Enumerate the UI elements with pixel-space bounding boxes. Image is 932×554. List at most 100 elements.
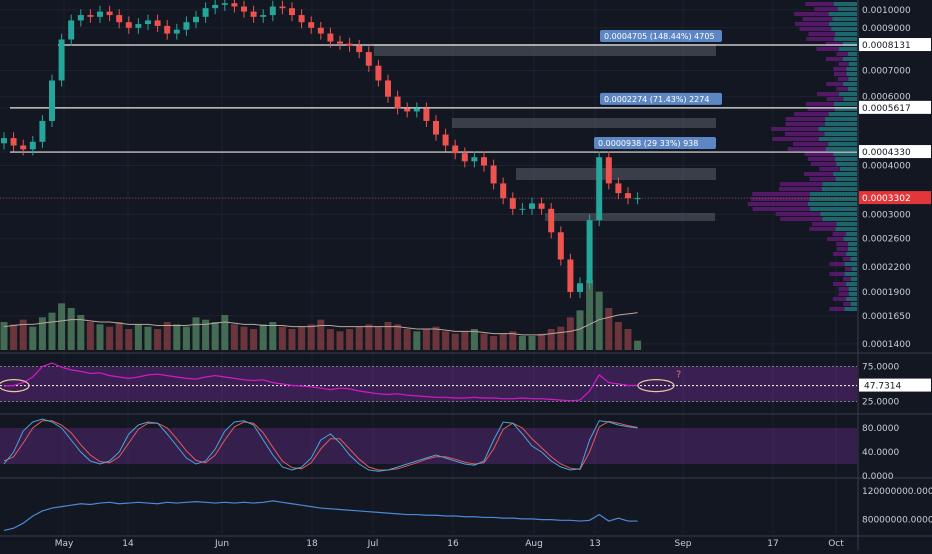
volume-bar bbox=[106, 326, 114, 350]
stoch-tick-label: 80.0000 bbox=[862, 424, 899, 434]
price-tick-label: 0.0004330 bbox=[862, 148, 911, 158]
profile-bar-sell bbox=[785, 117, 825, 121]
profile-bar-sell bbox=[838, 292, 849, 296]
profile-bar-sell bbox=[844, 267, 852, 271]
candle-body bbox=[461, 153, 468, 162]
profile-bar-sell bbox=[829, 262, 845, 266]
candle-body bbox=[10, 138, 17, 146]
stoch-k-line bbox=[3, 418, 638, 472]
candle-body bbox=[231, 3, 238, 7]
profile-bar-sell bbox=[843, 302, 851, 306]
profile-bar-sell bbox=[802, 17, 833, 21]
volume-bar bbox=[595, 291, 603, 350]
volume-bar bbox=[77, 315, 85, 350]
annotation-question-mark: ? bbox=[676, 370, 681, 381]
profile-bar-buy bbox=[850, 257, 857, 261]
profile-bar-buy bbox=[834, 157, 857, 161]
rsi-value-badge bbox=[859, 378, 931, 392]
price-tick-label: 0.0002200 bbox=[862, 263, 911, 273]
profile-bar-sell bbox=[778, 187, 822, 191]
candle-body bbox=[58, 39, 65, 81]
profile-bar-buy bbox=[820, 212, 857, 216]
profile-bar-buy bbox=[844, 307, 857, 311]
candle-body bbox=[490, 165, 497, 184]
profile-bar-sell bbox=[833, 282, 847, 286]
volume-bars bbox=[0, 280, 642, 350]
price-tick-label: 0.0001650 bbox=[862, 312, 911, 322]
volume-bar bbox=[480, 333, 488, 350]
time-tick-label: May bbox=[55, 539, 74, 549]
candle-body bbox=[586, 220, 593, 284]
candle-body bbox=[135, 24, 142, 28]
supply-zones bbox=[374, 44, 716, 221]
candle-body bbox=[250, 11, 257, 17]
profile-bar-buy bbox=[829, 22, 857, 26]
candle-body bbox=[212, 4, 219, 9]
profile-bar-buy bbox=[833, 152, 857, 156]
obv-tick-label: 80000000.0000 bbox=[862, 516, 932, 526]
stochastic-pane[interactable] bbox=[0, 418, 857, 472]
volume-bar bbox=[365, 324, 373, 350]
price-axis[interactable]: 0.0010000 0.0009000 0.0008131 0.0007000 0.00… bbox=[859, 6, 932, 526]
volume-bar bbox=[173, 324, 181, 350]
stoch-tick-label: 0.0000 bbox=[862, 472, 894, 482]
profile-bar-buy bbox=[831, 27, 857, 31]
price-tick-label: 0.0007000 bbox=[862, 66, 911, 76]
volume-bar bbox=[490, 336, 498, 350]
obv-pane[interactable] bbox=[3, 500, 638, 531]
volume-bar bbox=[470, 329, 478, 350]
time-axis[interactable]: May 14 Jun 18 Jul 16 Aug 13 Sep 17 Oct bbox=[55, 539, 845, 549]
profile-bar-sell bbox=[747, 202, 808, 206]
horizontal-levels[interactable]: 0.0004705 (148.44%) 4705 0.0002274 (71.43… bbox=[0, 30, 857, 199]
profile-bar-sell bbox=[807, 107, 835, 111]
profile-bar-sell bbox=[838, 287, 849, 291]
annotation-ellipse bbox=[637, 378, 675, 393]
profile-bar-buy bbox=[848, 292, 857, 296]
volume-bar bbox=[422, 329, 430, 350]
candle-body bbox=[634, 198, 641, 200]
profile-bar-sell bbox=[816, 92, 839, 96]
profile-bar-buy bbox=[828, 12, 857, 16]
volume-bar bbox=[38, 317, 46, 350]
volume-bar bbox=[634, 340, 642, 350]
candle-body bbox=[519, 208, 526, 210]
volume-bar bbox=[86, 322, 94, 350]
profile-bar-buy bbox=[848, 287, 857, 291]
candle-body bbox=[145, 20, 151, 25]
rsi-value-label: 47.7314 bbox=[864, 382, 901, 392]
candle-body bbox=[481, 157, 487, 166]
profile-bar-sell bbox=[814, 7, 838, 11]
obv-line bbox=[3, 500, 638, 531]
profile-bar-buy bbox=[836, 162, 857, 166]
volume-bar bbox=[250, 329, 258, 350]
profile-bar-sell bbox=[836, 52, 848, 56]
profile-bar-sell bbox=[785, 122, 825, 126]
volume-ma-line bbox=[3, 312, 638, 336]
profile-bar-buy bbox=[847, 52, 857, 56]
candle-body bbox=[385, 80, 391, 97]
price-tick-label: 0.0004000 bbox=[862, 162, 911, 172]
volume-bar bbox=[518, 336, 526, 350]
obv-tick-label: 120000000.0000 bbox=[862, 487, 932, 497]
price-tick-label: 0.0001400 bbox=[862, 340, 911, 350]
profile-bar-buy bbox=[828, 142, 857, 146]
profile-bar-buy bbox=[833, 2, 857, 6]
candle-body bbox=[1, 138, 7, 144]
profile-bar-buy bbox=[809, 192, 857, 196]
profile-bar-sell bbox=[787, 147, 826, 151]
profile-bar-sell bbox=[810, 162, 837, 166]
rsi-pane[interactable]: ? bbox=[0, 362, 857, 402]
price-tick-label: 0.0003000 bbox=[862, 210, 911, 220]
volume-bar bbox=[403, 329, 411, 350]
measure-label-box bbox=[600, 92, 722, 105]
time-tick-label: 13 bbox=[589, 539, 600, 549]
time-tick-label: Oct bbox=[828, 539, 844, 549]
stoch-d-line bbox=[3, 420, 638, 471]
volume-bar bbox=[624, 329, 632, 350]
volume-bar bbox=[557, 326, 565, 350]
candle-body bbox=[548, 208, 555, 233]
volume-bar bbox=[288, 329, 296, 350]
candle-body bbox=[404, 108, 411, 112]
